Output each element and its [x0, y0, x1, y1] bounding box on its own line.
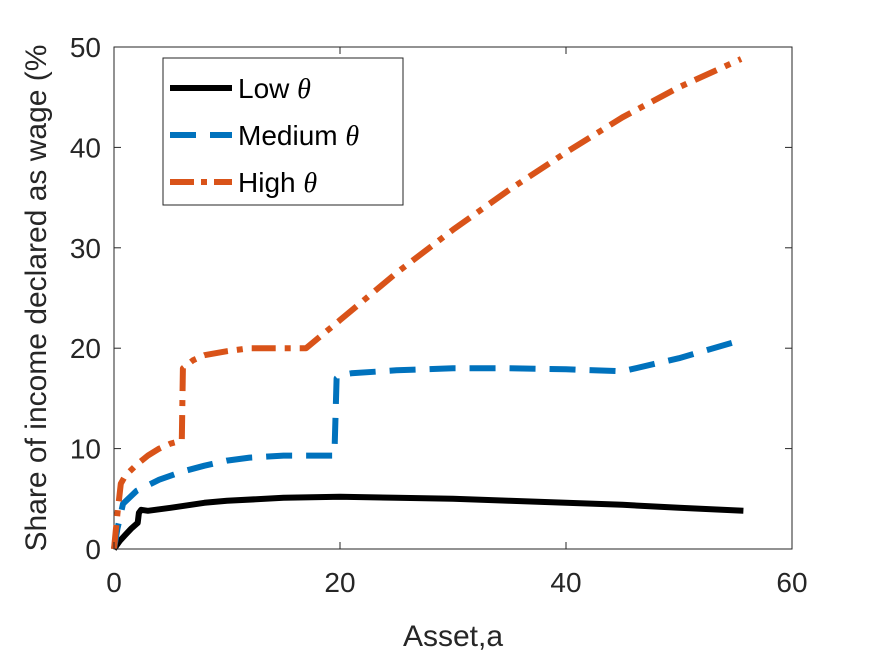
series-line-low — [111, 493, 744, 551]
y-tick-label: 50 — [70, 32, 101, 63]
y-tick-label: 30 — [70, 233, 101, 264]
y-tick-label: 20 — [70, 333, 101, 364]
x-tick-label: 20 — [324, 567, 355, 598]
x-tick-label: 60 — [776, 567, 807, 598]
series-line-high — [111, 56, 743, 550]
y-tick-label: 0 — [85, 534, 101, 565]
y-tick-label: 10 — [70, 434, 101, 465]
y-tick-labels: 0 10 20 30 40 50 — [70, 32, 101, 565]
x-tick-labels: 0 20 40 60 — [106, 567, 807, 598]
legend-label-low: Low θ — [238, 73, 311, 105]
series-layer — [111, 56, 744, 551]
series-line-medium — [111, 337, 742, 550]
legend-theta-symbol: θ — [303, 168, 317, 199]
legend-label-medium: Medium θ — [238, 120, 359, 152]
legend-label-high: High θ — [238, 167, 317, 199]
x-tick-label: 40 — [550, 567, 581, 598]
legend-theta-symbol: θ — [297, 74, 311, 105]
legend-name: High — [238, 167, 303, 198]
legend-theta-symbol: θ — [345, 121, 359, 152]
legend-name: Low — [238, 73, 297, 104]
legend-name: Medium — [238, 120, 345, 151]
y-axis-title: Share of income declared as wage (% — [20, 45, 53, 552]
y-tick-label: 40 — [70, 132, 101, 163]
x-axis-title: Asset,a — [403, 620, 503, 653]
tick-marks — [113, 46, 793, 550]
x-tick-label: 0 — [106, 567, 122, 598]
